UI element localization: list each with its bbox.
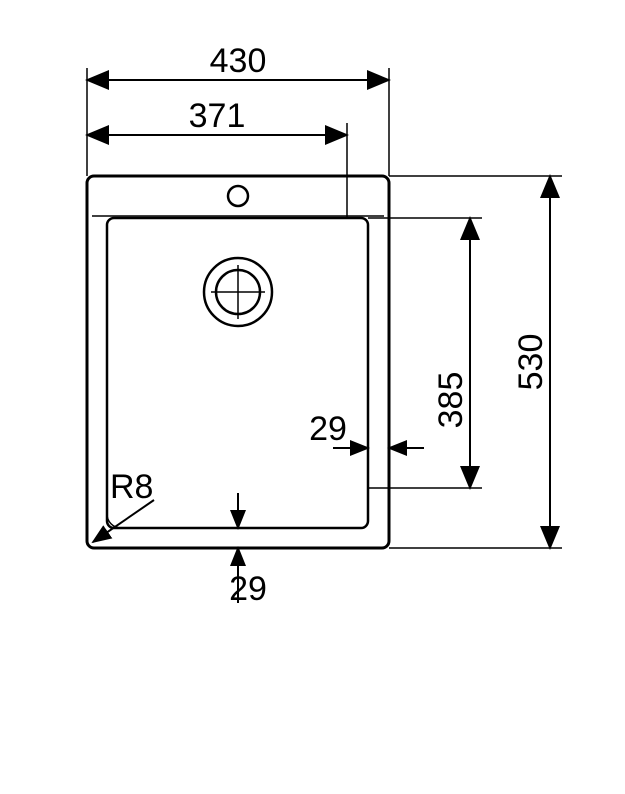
dim-29-right-label: 29 (309, 410, 347, 448)
dim-385-label: 385 (432, 372, 470, 429)
dim-r8: R8 (93, 468, 154, 542)
drain (204, 258, 272, 326)
dim-430-label: 430 (210, 42, 267, 80)
dim-r8-label: R8 (110, 468, 153, 506)
dim-29-bottom-label: 29 (229, 570, 267, 608)
dim-29-right: 29 (309, 410, 424, 460)
dim-29-bottom: 29 (225, 493, 267, 608)
tap-hole (228, 186, 248, 206)
dim-530: 530 (389, 176, 562, 548)
dim-385: 385 (368, 218, 482, 488)
dim-530-label: 530 (512, 334, 550, 391)
dim-371-label: 371 (189, 97, 246, 135)
sink-technical-drawing: 430 371 530 385 29 29 (0, 0, 625, 794)
dim-371: 371 (87, 97, 347, 218)
